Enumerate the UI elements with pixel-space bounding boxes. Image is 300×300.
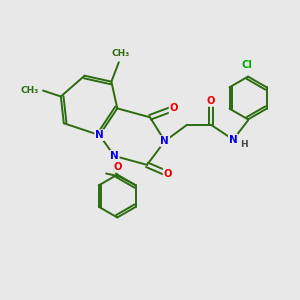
Text: N: N [160, 136, 169, 146]
Text: N: N [229, 135, 238, 145]
Text: CH₃: CH₃ [20, 86, 38, 95]
Text: O: O [114, 162, 122, 172]
Text: CH₃: CH₃ [111, 49, 129, 58]
Text: N: N [95, 130, 104, 140]
Text: H: H [240, 140, 248, 149]
Text: O: O [164, 169, 172, 179]
Text: O: O [114, 162, 122, 172]
Text: N: N [110, 151, 119, 161]
Text: O: O [169, 103, 178, 113]
Text: O: O [207, 96, 215, 106]
Text: Cl: Cl [241, 60, 252, 70]
